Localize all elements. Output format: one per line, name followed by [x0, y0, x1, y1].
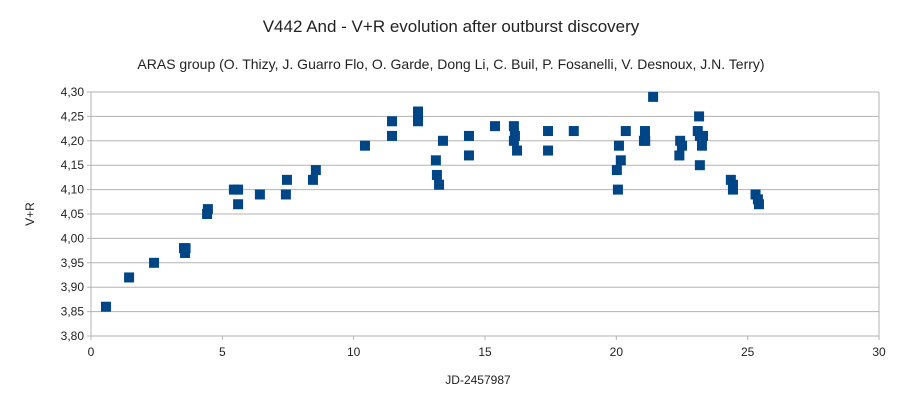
data-point — [124, 272, 135, 283]
x-tick-label: 15 — [478, 345, 492, 359]
data-point — [202, 204, 213, 215]
data-point — [413, 116, 424, 127]
x-tick-label: 5 — [219, 345, 226, 359]
data-point — [281, 174, 292, 185]
data-point — [233, 199, 244, 210]
data-point — [434, 179, 445, 190]
data-point — [463, 150, 474, 161]
y-tick-label: 3,95 — [61, 256, 85, 270]
y-tick-label: 3,80 — [61, 329, 85, 343]
data-point — [280, 189, 291, 200]
data-point — [489, 121, 500, 132]
data-point — [233, 184, 244, 195]
data-point — [508, 121, 519, 132]
data-point — [698, 130, 709, 141]
y-tick-label: 3,90 — [61, 280, 85, 294]
data-point — [254, 189, 265, 200]
x-axis-label: JD-2457987 — [445, 373, 511, 387]
data-point — [615, 155, 626, 166]
data-point — [727, 184, 738, 195]
x-tick-label: 0 — [88, 345, 95, 359]
data-point — [694, 160, 705, 171]
y-tick-label: 4,15 — [61, 158, 85, 172]
data-point — [359, 140, 370, 151]
data-point — [694, 111, 705, 122]
data-point — [753, 199, 764, 210]
data-point — [437, 135, 448, 146]
x-tick-label: 25 — [741, 345, 755, 359]
chart-title: V442 And - V+R evolution after outburst … — [263, 17, 640, 36]
x-tick-label: 10 — [347, 345, 361, 359]
data-point — [640, 135, 651, 146]
data-point — [310, 165, 321, 176]
x-tick-label: 20 — [610, 345, 624, 359]
data-point — [149, 257, 160, 268]
x-tick-label: 30 — [872, 345, 886, 359]
y-tick-label: 4,20 — [61, 134, 85, 148]
data-point — [387, 130, 398, 141]
data-point — [648, 91, 659, 102]
data-point — [463, 130, 474, 141]
y-axis-label: V+R — [23, 202, 37, 226]
data-point — [639, 126, 650, 137]
data-point — [431, 169, 442, 180]
data-point — [509, 130, 520, 141]
data-point — [568, 126, 579, 137]
data-point — [543, 126, 554, 137]
data-point — [180, 243, 191, 254]
data-point — [512, 145, 523, 156]
data-point — [677, 140, 687, 151]
y-tick-label: 4,00 — [61, 231, 85, 245]
data-point — [611, 165, 622, 176]
data-point — [543, 145, 554, 156]
data-point — [612, 184, 623, 195]
y-tick-label: 4,25 — [61, 109, 85, 123]
data-point — [674, 150, 685, 161]
data-point — [696, 140, 707, 151]
data-point — [613, 140, 624, 151]
data-point — [620, 126, 631, 137]
y-tick-label: 4,30 — [61, 85, 85, 99]
chart-subtitle: ARAS group (O. Thizy, J. Guarro Flo, O. … — [137, 56, 764, 72]
data-point — [100, 301, 111, 312]
y-tick-label: 4,05 — [61, 207, 85, 221]
y-tick-label: 4,10 — [61, 183, 85, 197]
data-point — [307, 174, 318, 185]
y-tick-label: 3,85 — [61, 305, 85, 319]
data-point — [430, 155, 441, 166]
data-point — [387, 116, 398, 127]
